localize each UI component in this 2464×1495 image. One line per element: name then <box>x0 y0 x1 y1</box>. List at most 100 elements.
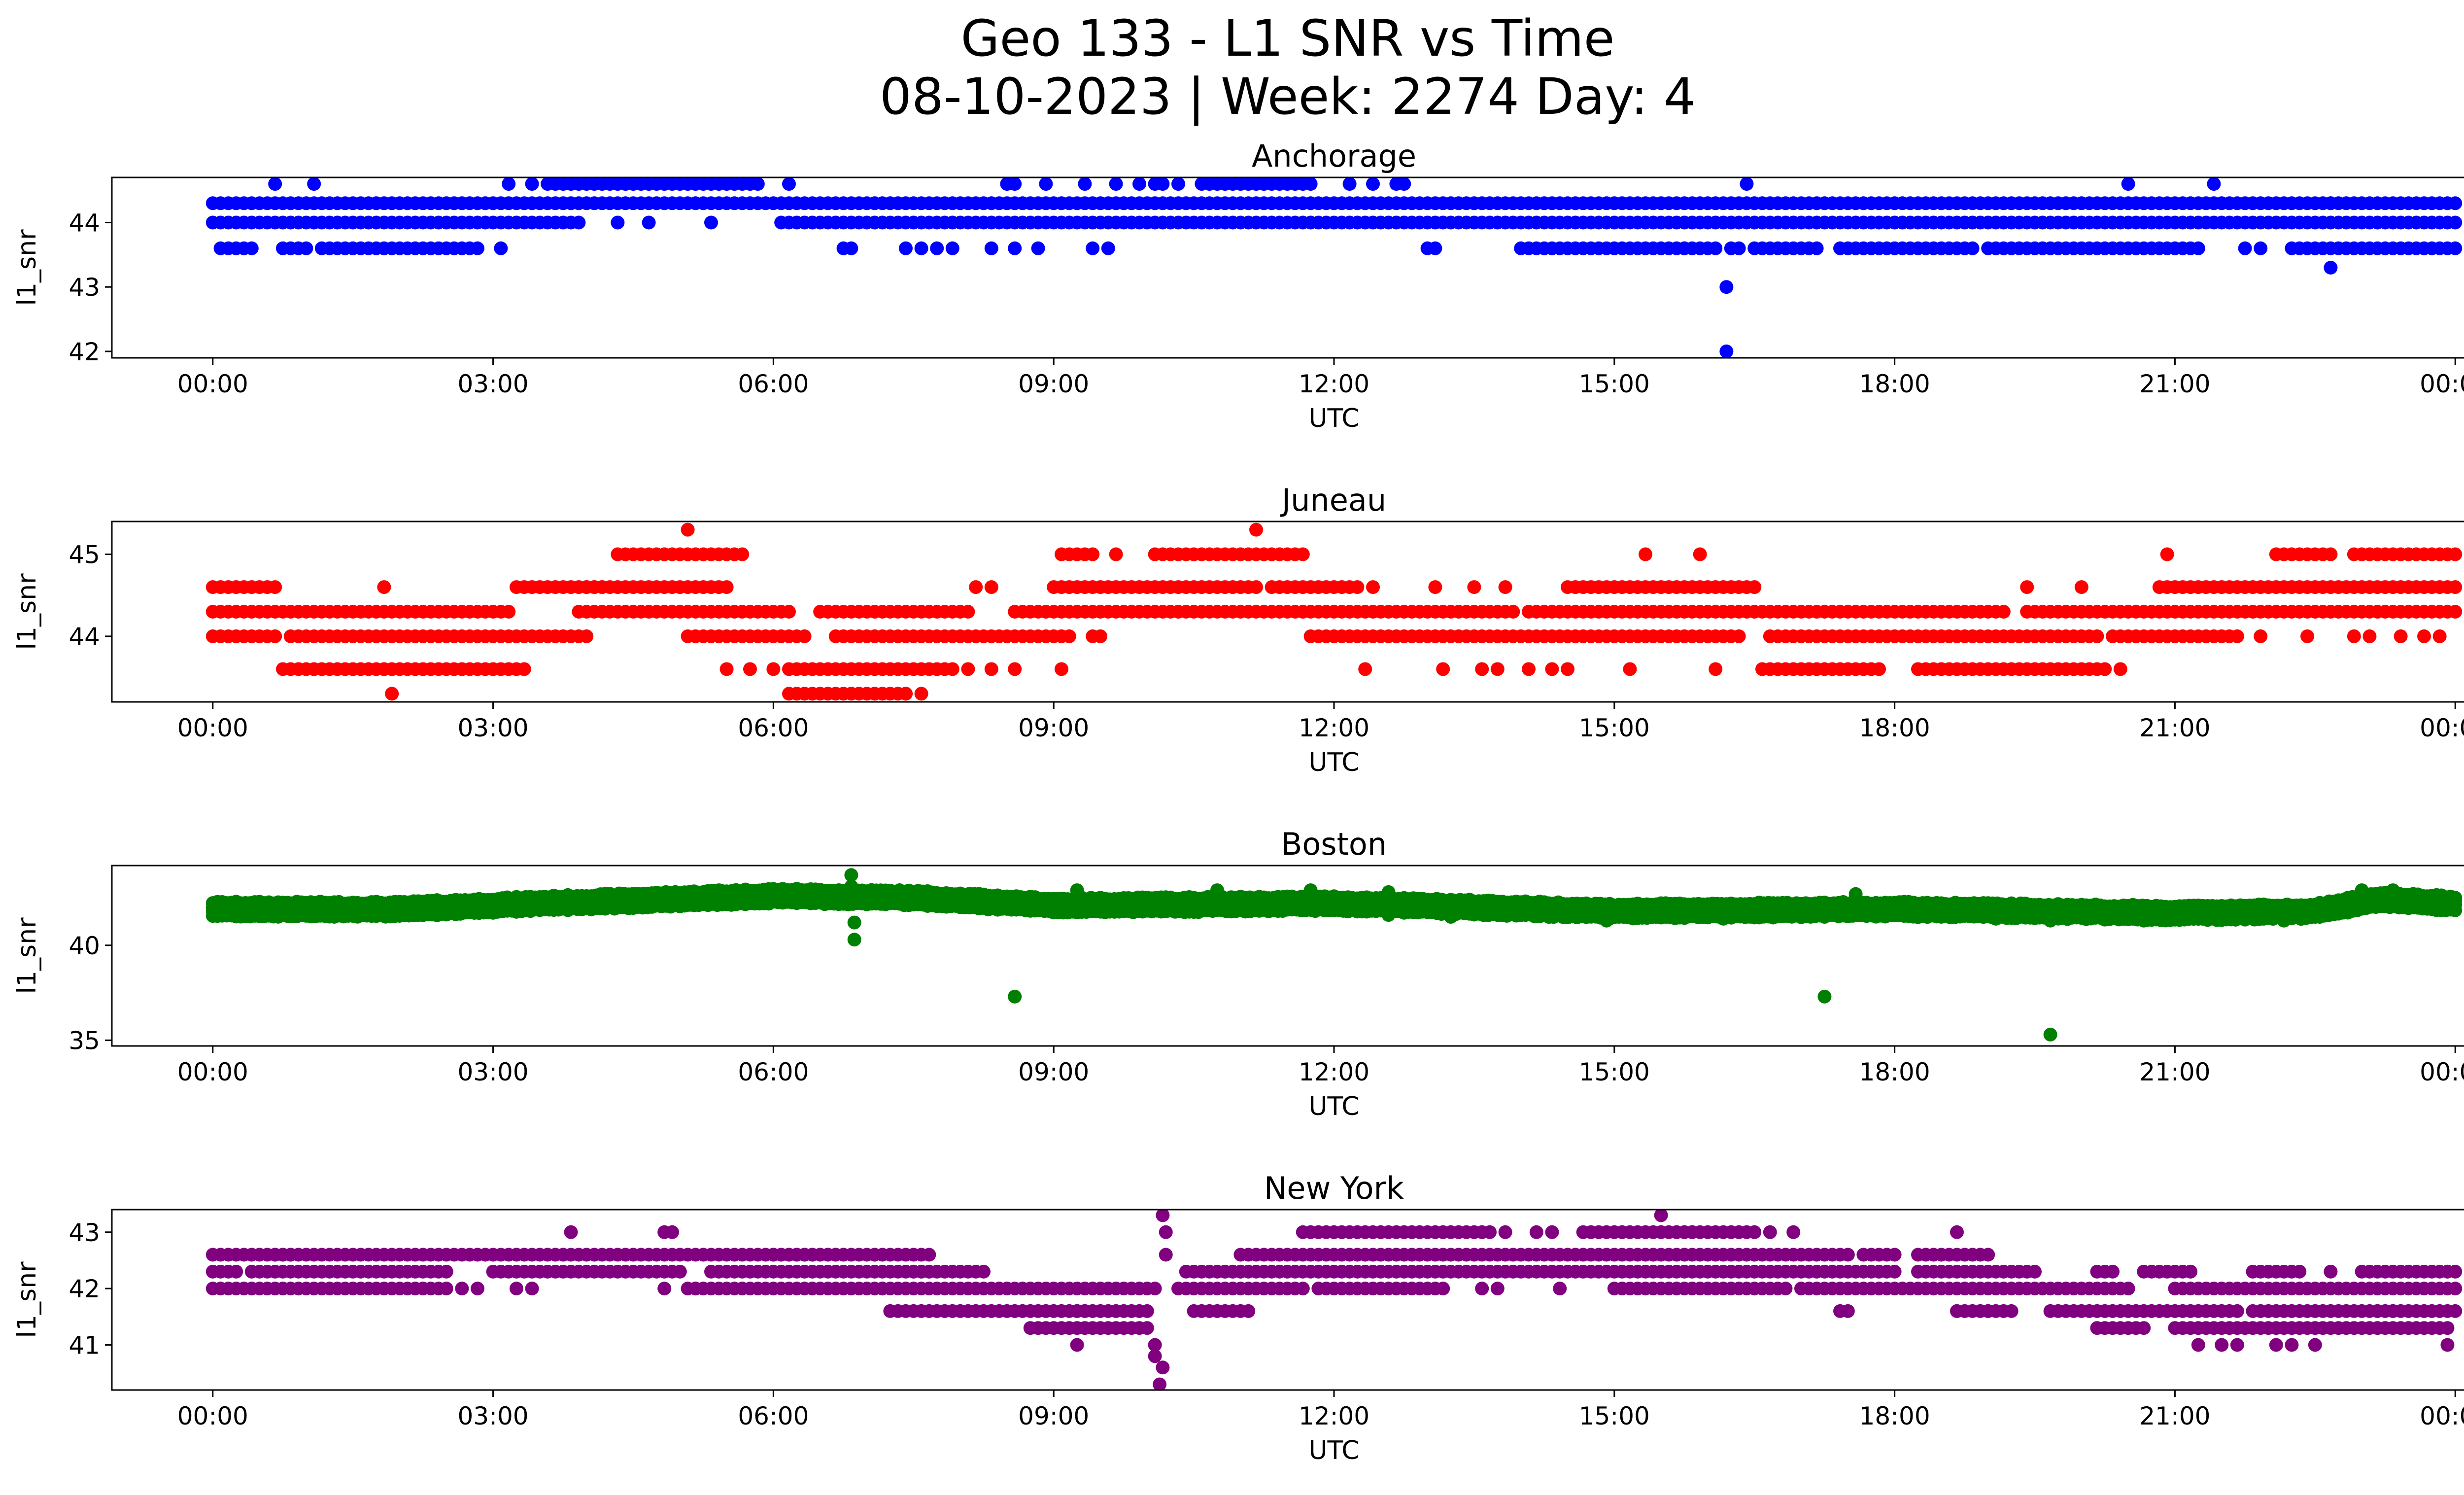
data-point <box>1475 662 1489 676</box>
data-point <box>2121 1282 2135 1296</box>
data-point <box>2347 629 2361 643</box>
data-point <box>1397 177 1411 191</box>
data-point <box>564 1225 578 1239</box>
data-point <box>1719 344 1734 358</box>
data-point <box>1070 883 1084 898</box>
data-point <box>1817 989 1832 1004</box>
data-point <box>1716 911 1731 926</box>
data-point <box>2121 177 2135 191</box>
data-point <box>2043 1027 2057 1042</box>
data-point <box>847 915 861 930</box>
data-point <box>2191 241 2205 255</box>
x-tick-label: 18:00 <box>1859 370 1930 398</box>
data-point <box>2417 629 2431 643</box>
data-point <box>1008 177 1022 191</box>
data-point <box>1950 1304 1964 1318</box>
x-tick-label: 06:00 <box>738 370 809 398</box>
data-point <box>1436 662 1450 676</box>
data-point <box>1249 580 1263 594</box>
data-point <box>2324 1264 2338 1279</box>
data-point <box>2300 629 2315 643</box>
data-point <box>1747 1225 1762 1239</box>
x-tick-label: 00:00 <box>177 370 248 398</box>
data-point <box>2362 629 2377 643</box>
data-point <box>268 629 282 643</box>
x-tick-label: 00:00 <box>2420 1402 2464 1430</box>
data-point <box>2448 215 2463 230</box>
data-point <box>743 662 757 676</box>
data-point <box>2238 241 2252 255</box>
data-point <box>1210 883 1224 898</box>
data-point <box>766 662 781 676</box>
data-point <box>1008 989 1022 1004</box>
data-point <box>922 1248 936 1262</box>
x-tick-label: 12:00 <box>1299 714 1369 742</box>
subplot-title-new-york: New York <box>1264 1170 1404 1206</box>
data-point <box>751 177 765 191</box>
data-point <box>2386 883 2400 898</box>
data-point <box>2004 1304 2019 1318</box>
data-point <box>2394 629 2408 643</box>
data-point <box>1709 662 1723 676</box>
x-tick-label: 00:00 <box>2420 1058 2464 1086</box>
data-point <box>1249 522 1263 537</box>
y-tick-label: 43 <box>68 273 100 302</box>
data-point <box>2207 177 2221 191</box>
x-tick-label: 03:00 <box>458 1058 529 1086</box>
data-point <box>377 580 391 594</box>
data-point <box>1140 1321 1154 1335</box>
data-point <box>2215 911 2229 926</box>
data-point <box>2028 1264 2042 1279</box>
data-point <box>1989 911 2003 926</box>
data-point <box>2090 629 2104 643</box>
data-point <box>1296 1282 1310 1296</box>
data-point <box>2230 1304 2244 1318</box>
data-point <box>2448 891 2463 905</box>
data-points-new-york <box>205 1210 2463 1390</box>
data-points-boston <box>205 868 2463 1042</box>
data-point <box>1887 1264 1902 1279</box>
data-point <box>1171 605 1185 619</box>
x-tick-label: 06:00 <box>738 714 809 742</box>
data-point <box>1428 580 1442 594</box>
data-point <box>1709 241 1723 255</box>
y-axis-label-boston: l1_snr <box>12 917 42 994</box>
data-point <box>1156 1360 1170 1375</box>
data-point <box>1553 1282 1567 1296</box>
data-point <box>1159 1225 1173 1239</box>
data-point <box>844 868 858 882</box>
data-point <box>1070 1338 1084 1352</box>
data-point <box>961 662 975 676</box>
data-point <box>2355 883 2369 898</box>
data-point <box>945 662 959 676</box>
data-point <box>898 241 913 255</box>
data-point <box>1008 241 1022 255</box>
x-tick-label: 18:00 <box>1859 1402 1930 1430</box>
data-point <box>1366 580 1380 594</box>
data-point <box>1483 1225 1497 1239</box>
figure-title-line-1: Geo 133 - L1 SNR vs Time <box>960 9 1615 68</box>
x-tick-label: 06:00 <box>738 1402 809 1430</box>
y-axis-label-new-york: l1_snr <box>12 1261 42 1338</box>
data-point <box>945 241 959 255</box>
data-point <box>1086 241 1100 255</box>
data-point <box>1109 177 1123 191</box>
data-point <box>1981 1248 1995 1262</box>
data-point <box>1156 1210 1170 1222</box>
data-point <box>1039 605 1053 619</box>
data-point <box>1639 547 1653 561</box>
data-point <box>984 662 998 676</box>
data-point <box>847 933 861 947</box>
data-points-juneau <box>205 522 2463 701</box>
x-tick-label: 03:00 <box>458 370 529 398</box>
data-point <box>2448 1282 2463 1296</box>
data-point <box>1342 177 1357 191</box>
data-point <box>1498 580 1512 594</box>
data-point <box>244 241 259 255</box>
data-point <box>2106 1264 2120 1279</box>
data-point <box>2440 1321 2455 1335</box>
data-point <box>1381 885 1396 899</box>
x-axis-label-juneau: UTC <box>1308 748 1359 777</box>
data-point <box>961 605 975 619</box>
